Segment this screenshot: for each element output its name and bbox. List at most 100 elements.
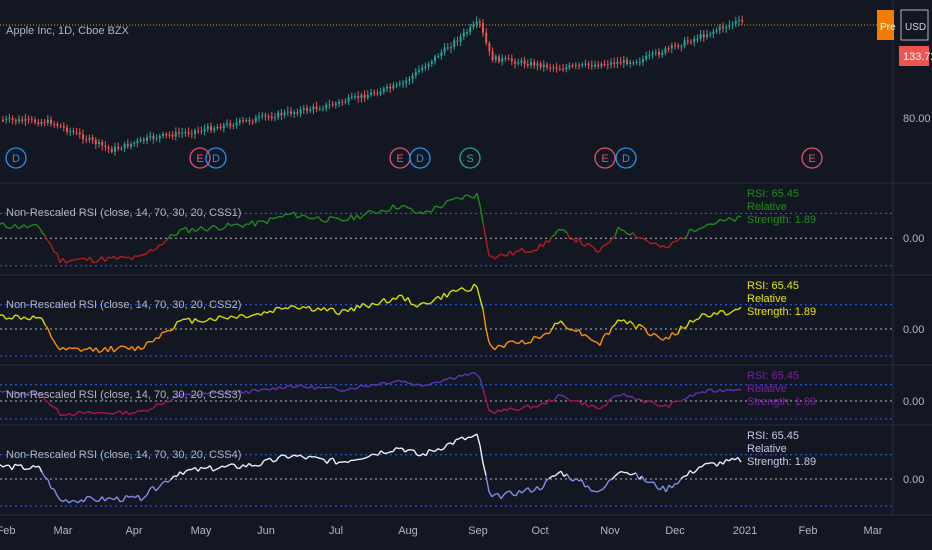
rsi-line-segment — [653, 481, 658, 489]
candle-body — [638, 61, 641, 63]
rsi-line-segment — [572, 477, 577, 482]
relative-strength-value: Strength: 1.89 — [747, 456, 816, 468]
rsi-line-segment — [644, 480, 649, 484]
rsi-line-segment — [572, 238, 577, 243]
indicator-pane[interactable]: Non-Rescaled RSI (close, 14, 70, 30, 20,… — [0, 182, 932, 267]
rsi-line-segment — [5, 226, 10, 229]
candle-body — [306, 108, 308, 111]
rsi-line-segment — [464, 436, 469, 441]
rsi-line-segment — [143, 494, 148, 499]
time-axis-label: Oct — [531, 525, 548, 537]
session-badge[interactable] — [877, 10, 894, 40]
indicator-pane[interactable]: Non-Rescaled RSI (close, 14, 70, 30, 20,… — [0, 364, 932, 420]
indicator-pane[interactable]: Non-Rescaled RSI (close, 14, 70, 30, 20,… — [0, 274, 932, 357]
rsi-line-segment — [191, 318, 196, 324]
event-marker-earnings[interactable]: E — [189, 147, 211, 169]
candle-body — [133, 142, 136, 144]
rsi-line-segment — [53, 406, 58, 410]
rsi-line-segment — [383, 382, 388, 385]
candle-body — [587, 63, 590, 66]
rsi-line-segment — [701, 391, 706, 394]
event-marker-split[interactable]: S — [459, 147, 481, 169]
rsi-line-segment — [518, 489, 523, 494]
rsi-line-segment — [143, 409, 148, 413]
rsi-line-segment — [239, 464, 244, 469]
rsi-line-segment — [614, 472, 619, 477]
indicator-panes[interactable]: Non-Rescaled RSI (close, 14, 70, 30, 20,… — [0, 182, 932, 507]
rsi-line-segment — [638, 236, 643, 239]
indicator-title[interactable]: Non-Rescaled RSI (close, 14, 70, 30, 20,… — [6, 207, 241, 219]
rsi-line-segment — [272, 460, 277, 463]
indicator-title[interactable]: Non-Rescaled RSI (close, 14, 70, 30, 20,… — [6, 389, 241, 401]
candle-body — [117, 147, 120, 149]
rsi-line-segment — [293, 305, 298, 309]
rsi-line-segment — [329, 215, 334, 218]
rsi-line-segment — [674, 333, 679, 336]
time-axis[interactable]: Feb Mar Apr May Jun Jul Aug Sep Oct Nov Dec 2021 Feb… — [0, 525, 883, 537]
rsi-line-segment — [437, 206, 442, 209]
rsi-line-segment — [578, 329, 583, 337]
candle-body — [14, 120, 17, 122]
event-marker-ring — [615, 147, 637, 169]
rsi-line-segment — [611, 475, 616, 480]
rsi-line-segment — [410, 449, 415, 451]
candle-body — [462, 32, 465, 37]
rsi-line-segment — [53, 340, 58, 347]
rsi-line-segment — [116, 256, 121, 261]
event-marker-earnings[interactable]: E — [594, 147, 616, 169]
rsi-line-segment — [212, 468, 217, 472]
relative-strength-value: Strength: 1.89 — [747, 396, 816, 408]
rsi-line-segment — [344, 461, 349, 464]
event-marker-letter: E — [808, 153, 815, 165]
candle-body — [616, 61, 619, 64]
indicator-title[interactable]: Non-Rescaled RSI (close, 14, 70, 30, 20,… — [6, 299, 241, 311]
rsi-line-segment — [542, 402, 547, 405]
candle-body — [59, 125, 62, 127]
event-marker-ring — [459, 147, 481, 169]
rsi-line-segment — [680, 236, 685, 240]
indicator-pane[interactable]: Non-Rescaled RSI (close, 14, 70, 30, 20,… — [0, 424, 932, 507]
candle-body — [158, 135, 161, 139]
indicator-title[interactable]: Non-Rescaled RSI (close, 14, 70, 30, 20,… — [6, 449, 241, 461]
rsi-line-segment — [359, 302, 364, 309]
rsi-line-segment — [368, 209, 373, 212]
candle-body — [347, 97, 350, 102]
rsi-line-segment — [647, 333, 652, 337]
rsi-line-segment — [629, 395, 634, 398]
rsi-line-segment — [281, 307, 286, 310]
candle-body — [274, 117, 276, 119]
rsi-line-segment — [473, 283, 478, 288]
rsi-line-segment — [104, 256, 109, 263]
rsi-value-label: RSI: 65.45 — [747, 430, 799, 442]
candle-body — [344, 101, 347, 103]
currency-button[interactable] — [900, 9, 929, 41]
candle-body — [280, 112, 283, 116]
rsi-line-segment — [77, 347, 82, 352]
rsi-line-segment — [347, 459, 352, 464]
rsi-line-segment — [350, 387, 355, 390]
time-axis-label: Feb — [799, 525, 818, 537]
rsi-line-segment — [77, 499, 82, 504]
rsi-line-segment — [698, 227, 703, 230]
candle-body — [66, 127, 68, 132]
rsi-line-segment — [59, 346, 64, 351]
rsi-line-segment — [125, 346, 130, 351]
event-marker-dividend[interactable]: D — [409, 147, 431, 169]
rsi-line-segment — [101, 496, 106, 502]
candle-body — [299, 109, 302, 114]
rsi-line-segment — [500, 408, 505, 413]
candle-body — [542, 64, 545, 68]
candle-body — [149, 135, 152, 138]
rsi-line-segment — [269, 310, 274, 314]
rsi-line-segment — [476, 433, 481, 446]
event-marker-earnings[interactable]: E — [801, 147, 823, 169]
rsi-line-segment — [713, 221, 718, 226]
event-marker-dividend[interactable]: D — [615, 147, 637, 169]
event-marker-dividend[interactable]: D — [205, 147, 227, 169]
rsi-line-segment — [125, 256, 130, 259]
candle-body — [696, 38, 699, 40]
event-marker-dividend[interactable]: D — [5, 147, 27, 169]
